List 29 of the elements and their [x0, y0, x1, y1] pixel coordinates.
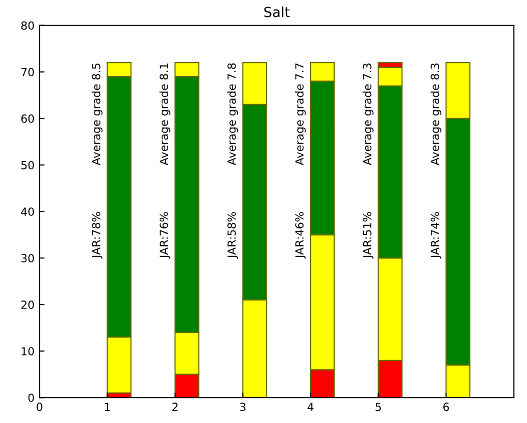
annotation: JAR:58% [227, 212, 238, 259]
annotation: Average grade 8.5 [92, 64, 102, 166]
annotation: Average grade 8.3 [430, 64, 442, 166]
annotation: JAR:46% [295, 212, 306, 259]
annotation: JAR:51% [362, 212, 374, 259]
x-tick-label: 5 [376, 402, 381, 412]
y-tick-label: 60 [21, 114, 34, 123]
y-tick-label: 20 [21, 300, 34, 309]
annotation: Average grade 8.1 [160, 64, 170, 166]
y-tick-label: 70 [21, 68, 34, 76]
y-tick-label: 40 [21, 207, 34, 216]
annotation: Average grade 7.7 [295, 64, 306, 166]
annotation: Average grade 7.8 [227, 63, 238, 166]
x-tick-label: 0 [36, 402, 42, 412]
annotation: Average grade 7.3 [362, 64, 374, 166]
x-tick-label: 1 [104, 402, 110, 411]
y-tick-label: 0 [28, 394, 34, 402]
y-tick-label: 30 [21, 254, 34, 262]
x-tick-label: 3 [240, 402, 246, 412]
annotation: JAR:78% [92, 212, 102, 259]
annotation: JAR:74% [430, 212, 442, 259]
x-tick-label: 6 [443, 402, 449, 412]
y-tick-label: 80 [21, 21, 34, 30]
y-tick-label: 50 [21, 160, 34, 170]
y-tick-label: 10 [22, 347, 34, 356]
x-tick-label: 2 [172, 402, 178, 411]
annotation: JAR:76% [160, 212, 170, 259]
chart-title: Salt [264, 6, 290, 18]
x-tick-label: 4 [308, 402, 314, 411]
